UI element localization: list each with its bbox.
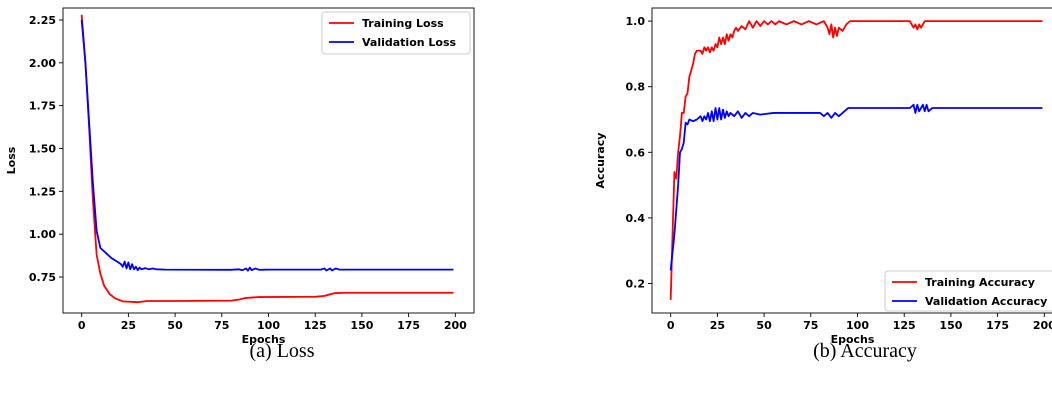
y-tick-label: 1.0 <box>626 15 646 28</box>
y-tick-label: 0.4 <box>626 212 646 225</box>
x-tick-label: 150 <box>350 319 373 332</box>
x-tick-label: 175 <box>986 319 1009 332</box>
legend-box <box>321 11 471 55</box>
series-line-2 <box>669 103 1043 271</box>
x-tick-label: 200 <box>444 319 467 332</box>
y-tick-label: 2.25 <box>29 14 56 27</box>
legend: Training Loss Validation Loss <box>321 11 471 55</box>
x-tick-label: 125 <box>893 319 916 332</box>
y-tick-label: 0.2 <box>626 277 646 290</box>
x-tick-label: 0 <box>667 319 675 332</box>
x-axis-label: Epochs <box>831 333 875 346</box>
x-tick-label: 25 <box>121 319 136 332</box>
y-tick-label: 1.50 <box>29 143 56 156</box>
x-tick-label: 125 <box>304 319 327 332</box>
legend-label: Validation Loss <box>362 36 457 49</box>
x-tick-label: 75 <box>803 319 818 332</box>
chart-loss: 0 25 50 75 100 125 150 175 200 0.75 1.00 1.25 1.50 1.… <box>5 7 475 346</box>
x-tick-label: 150 <box>939 319 962 332</box>
y-tick-label: 0.6 <box>626 146 646 159</box>
x-tick-label: 0 <box>78 319 86 332</box>
y-tick-label: 2.00 <box>29 57 56 70</box>
caption-accuracy: (b) Accuracy <box>813 340 917 362</box>
series-line-1 <box>669 20 1043 300</box>
legend-label: Validation Accuracy <box>925 295 1047 308</box>
series-line-2 <box>80 19 454 272</box>
caption-loss: (a) Loss <box>249 340 315 362</box>
x-tick-label: 100 <box>846 319 869 332</box>
y-tick-label: 1.00 <box>29 228 56 241</box>
x-axis-label: Epochs <box>242 333 286 346</box>
y-tick-label: 0.75 <box>29 271 56 284</box>
y-axis-label: Accuracy <box>594 133 607 189</box>
plot-frame <box>651 7 1052 314</box>
x-tick-label: 100 <box>257 319 280 332</box>
x-tick-label: 75 <box>214 319 229 332</box>
x-tick-label: 200 <box>1033 319 1052 332</box>
x-tick-label: 50 <box>756 319 772 332</box>
x-tick-label: 50 <box>167 319 183 332</box>
legend: Training Accuracy Validation Accuracy <box>884 270 1052 312</box>
legend-box <box>884 270 1052 312</box>
chart-accuracy: 0 25 50 75 100 125 150 175 200 0.2 0.4 0.6 0.8 1.0 Epo… <box>594 7 1052 346</box>
y-tick-label: 1.25 <box>29 185 56 198</box>
y-tick-label: 1.75 <box>29 100 56 113</box>
y-axis-label: Loss <box>5 146 18 174</box>
legend-label: Training Loss <box>362 17 444 30</box>
series-line-1 <box>80 14 454 304</box>
x-tick-label: 175 <box>397 319 420 332</box>
y-tick-label: 0.8 <box>626 81 646 94</box>
x-tick-label: 25 <box>710 319 725 332</box>
legend-label: Training Accuracy <box>925 276 1035 289</box>
